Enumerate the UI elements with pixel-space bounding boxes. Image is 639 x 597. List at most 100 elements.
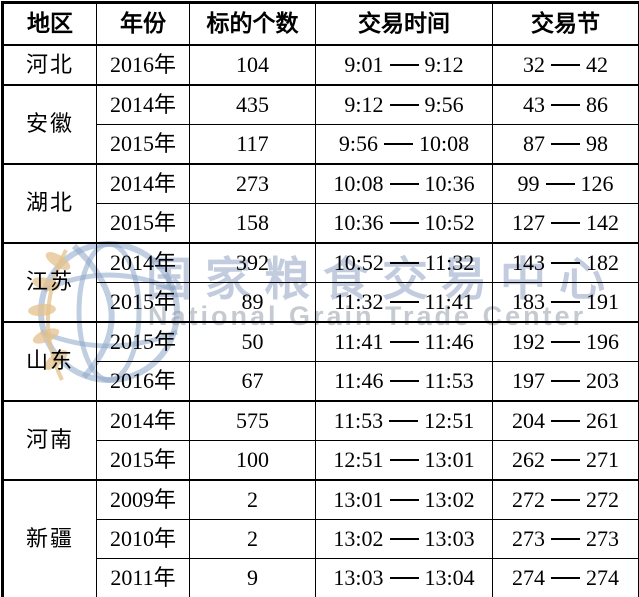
table-row: 2010年 2 13:02 13:03 273 273 — [3, 519, 639, 559]
range-to: 98 — [586, 130, 608, 156]
range-dash — [551, 576, 580, 579]
range-to: 10:36 — [424, 170, 475, 196]
range-from: 10:08 — [333, 170, 384, 196]
region-cell: 安徽 — [2, 84, 97, 165]
table-row: 江苏 2014年 392 10:52 11:32 143 182 — [2, 242, 639, 323]
range-from: 32 — [523, 51, 545, 77]
range-to: 9:12 — [424, 51, 464, 77]
range-from: 13:01 — [333, 486, 384, 512]
range-from: 143 — [512, 249, 545, 275]
range-from: 262 — [512, 446, 545, 472]
range-to: 271 — [586, 446, 619, 472]
session-cell: 143 182 — [492, 242, 639, 283]
table-row: 河南 2014年 575 11:53 12:51 204 261 — [2, 400, 639, 481]
range-from: 192 — [512, 328, 545, 354]
range-dash — [389, 498, 419, 501]
session-cell: 183 191 — [492, 282, 639, 323]
range-to: 11:32 — [424, 249, 475, 275]
session-cell: 262 271 — [492, 440, 639, 481]
range-dash — [551, 300, 580, 303]
range-from: 13:03 — [333, 564, 384, 590]
year-cell: 2015年 — [96, 124, 190, 165]
range-to: 13:03 — [424, 525, 475, 551]
region-cell: 山东 — [2, 321, 97, 402]
range-to: 86 — [586, 91, 608, 117]
range-dash — [389, 221, 419, 224]
year-cell: 2014年 — [96, 242, 190, 283]
count-cell: 89 — [189, 282, 316, 323]
range-from: 10:52 — [333, 249, 384, 275]
header-year: 年份 — [96, 2, 190, 46]
range-dash — [551, 537, 580, 540]
year-cell: 2015年 — [96, 321, 190, 362]
region-cell: 江苏 — [2, 242, 97, 323]
count-cell: 2 — [189, 519, 316, 559]
session-cell: 192 196 — [492, 321, 639, 362]
range-from: 274 — [512, 564, 545, 590]
range-from: 273 — [512, 525, 545, 551]
range-from: 9:12 — [344, 91, 384, 117]
region-cell: 河南 — [2, 400, 97, 481]
count-cell: 158 — [189, 203, 316, 244]
header-time: 交易时间 — [315, 2, 493, 46]
session-cell: 99 126 — [492, 163, 639, 204]
range-to: 191 — [586, 288, 619, 314]
range-to: 182 — [586, 249, 619, 275]
table-row: 2015年 158 10:36 10:52 127 142 — [3, 203, 639, 244]
range-to: 12:51 — [424, 407, 475, 433]
time-cell: 9:01 9:12 — [315, 44, 493, 86]
range-from: 197 — [512, 367, 545, 393]
range-dash — [389, 103, 419, 106]
time-cell: 10:08 10:36 — [315, 163, 493, 204]
range-to: 11:46 — [424, 328, 474, 354]
region-cell: 新疆 — [2, 479, 97, 597]
range-from: 10:36 — [333, 209, 384, 235]
header-count: 标的个数 — [189, 2, 316, 46]
range-dash — [551, 221, 580, 224]
year-cell: 2016年 — [96, 44, 190, 86]
range-dash — [389, 458, 419, 461]
range-from: 183 — [512, 288, 545, 314]
count-cell: 104 — [189, 44, 316, 86]
year-cell: 2015年 — [96, 203, 190, 244]
count-cell: 392 — [189, 242, 316, 283]
count-cell: 117 — [189, 124, 316, 165]
count-cell: 100 — [189, 440, 316, 481]
range-to: 261 — [586, 407, 619, 433]
region-cell: 河北 — [2, 44, 97, 86]
count-cell: 2 — [189, 479, 316, 520]
range-dash — [389, 419, 419, 422]
range-dash — [389, 537, 419, 540]
session-cell: 204 261 — [492, 400, 639, 441]
session-cell: 197 203 — [492, 361, 639, 402]
range-dash — [551, 498, 580, 501]
time-cell: 12:51 13:01 — [315, 440, 493, 481]
range-to: 13:02 — [424, 486, 475, 512]
range-dash — [551, 142, 580, 145]
time-cell: 9:12 9:56 — [315, 84, 493, 125]
count-cell: 50 — [189, 321, 316, 362]
session-cell: 273 273 — [492, 519, 639, 559]
range-dash — [551, 261, 580, 264]
table-row: 2015年 117 9:56 10:08 87 98 — [3, 124, 639, 165]
table-row: 河北 2016年 104 9:01 9:12 32 42 — [2, 44, 639, 86]
year-cell: 2015年 — [96, 440, 190, 481]
year-cell: 2009年 — [96, 479, 190, 520]
table-row: 2015年 89 11:32 11:41 183 191 — [3, 282, 639, 323]
range-dash — [551, 340, 580, 343]
range-dash — [389, 379, 419, 382]
time-cell: 11:53 12:51 — [315, 400, 493, 441]
session-cell: 87 98 — [492, 124, 639, 165]
range-to: 42 — [586, 51, 608, 77]
table-row: 安徽 2014年 435 9:12 9:56 43 86 — [2, 84, 639, 165]
range-from: 11:53 — [333, 407, 384, 433]
range-from: 127 — [512, 209, 545, 235]
header-session: 交易节 — [492, 2, 639, 46]
range-to: 274 — [586, 564, 619, 590]
time-cell: 13:03 13:04 — [315, 558, 493, 597]
range-from: 11:46 — [334, 367, 384, 393]
range-from: 272 — [512, 486, 545, 512]
range-dash — [551, 103, 580, 106]
